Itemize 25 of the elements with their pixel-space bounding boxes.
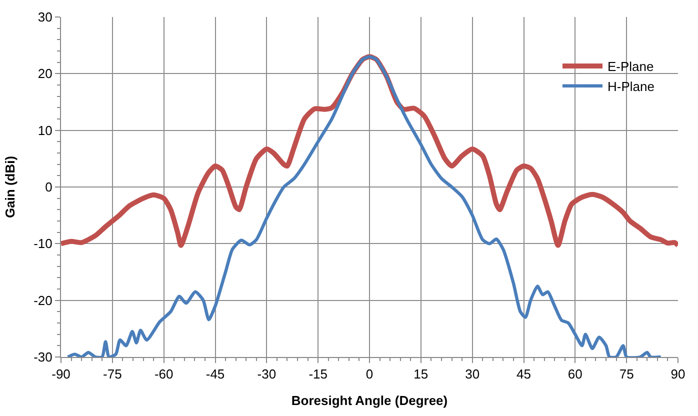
x-tick-label: 60 (568, 366, 582, 382)
x-tick-label: -15 (308, 366, 328, 382)
y-tick-label: 30 (38, 10, 52, 25)
line-series (66, 55, 662, 357)
x-tick-label: -60 (154, 366, 174, 382)
x-tick-label: 45 (516, 366, 531, 382)
x-tick-label: 15 (414, 366, 428, 382)
x-tick-label: -75 (103, 366, 122, 382)
x-tick-label: 90 (670, 366, 686, 382)
x-tick-label: 30 (465, 366, 480, 382)
y-tick-label: -30 (34, 350, 52, 365)
y-tick-label: -10 (34, 236, 52, 252)
x-tick-label: -45 (206, 366, 225, 382)
y-tick-label: -20 (34, 292, 52, 308)
y-axis-title: Gain (dBi) (2, 156, 18, 218)
legend-label: H-Plane (607, 78, 654, 94)
x-tick-label: -30 (257, 366, 276, 382)
x-axis-title: Boresight Angle (Degree) (291, 393, 448, 408)
y-tick-label: 10 (38, 122, 52, 138)
legend-label: E-Plane (607, 59, 654, 74)
x-tick-label: 75 (619, 366, 634, 382)
x-tick-label: -90 (52, 366, 70, 382)
y-tick-label: 20 (38, 66, 52, 82)
y-tick-label: 0 (45, 180, 52, 195)
x-tick-label: 0 (366, 366, 374, 382)
